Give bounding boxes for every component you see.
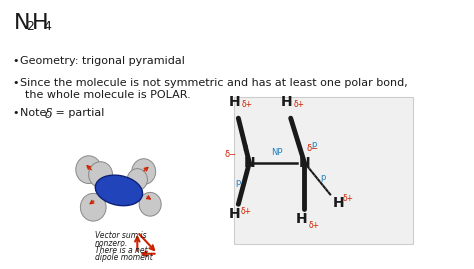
Text: Since the molecule is not symmetric and has at least one polar bond,: Since the molecule is not symmetric and … [20, 77, 408, 88]
Text: Geometry: trigonal pyramidal: Geometry: trigonal pyramidal [20, 56, 185, 66]
Text: dipole moment: dipole moment [95, 253, 153, 262]
Text: δ−: δ− [306, 144, 319, 153]
Circle shape [132, 159, 155, 185]
Text: •: • [12, 108, 19, 118]
Text: δ+: δ+ [293, 100, 304, 109]
Text: δ−: δ− [224, 150, 237, 159]
Text: NP: NP [271, 148, 283, 157]
Text: nonzero.: nonzero. [95, 239, 128, 248]
Text: Note:: Note: [20, 108, 53, 118]
Text: •: • [12, 77, 19, 88]
Text: p: p [311, 140, 316, 149]
Text: N: N [244, 156, 255, 170]
Text: H: H [229, 207, 240, 221]
Text: p: p [242, 142, 247, 151]
Circle shape [127, 169, 147, 190]
Text: = partial: = partial [52, 108, 104, 118]
Text: δ+: δ+ [308, 221, 319, 230]
Circle shape [81, 193, 106, 221]
Text: p: p [320, 173, 326, 182]
Text: H: H [32, 13, 48, 33]
Circle shape [89, 162, 112, 187]
Text: δ: δ [45, 108, 52, 121]
Circle shape [139, 192, 161, 216]
Text: δ+: δ+ [242, 100, 253, 109]
Text: δ+: δ+ [240, 207, 251, 216]
Text: H: H [333, 196, 345, 210]
Text: •: • [12, 56, 19, 66]
Circle shape [76, 156, 101, 183]
Text: H: H [296, 212, 308, 226]
Text: N: N [299, 156, 310, 170]
Text: H: H [229, 95, 240, 109]
Text: N: N [14, 13, 31, 33]
FancyBboxPatch shape [234, 97, 413, 244]
Ellipse shape [95, 175, 143, 206]
Text: the whole molecule is POLAR.: the whole molecule is POLAR. [25, 90, 191, 100]
Text: p: p [236, 178, 241, 187]
Text: Vector sum is: Vector sum is [95, 231, 146, 240]
Text: 4: 4 [44, 20, 52, 33]
Text: There is a net: There is a net [95, 246, 148, 255]
Text: H: H [280, 95, 292, 109]
Text: 2: 2 [26, 20, 34, 33]
Text: δ+: δ+ [343, 194, 354, 203]
